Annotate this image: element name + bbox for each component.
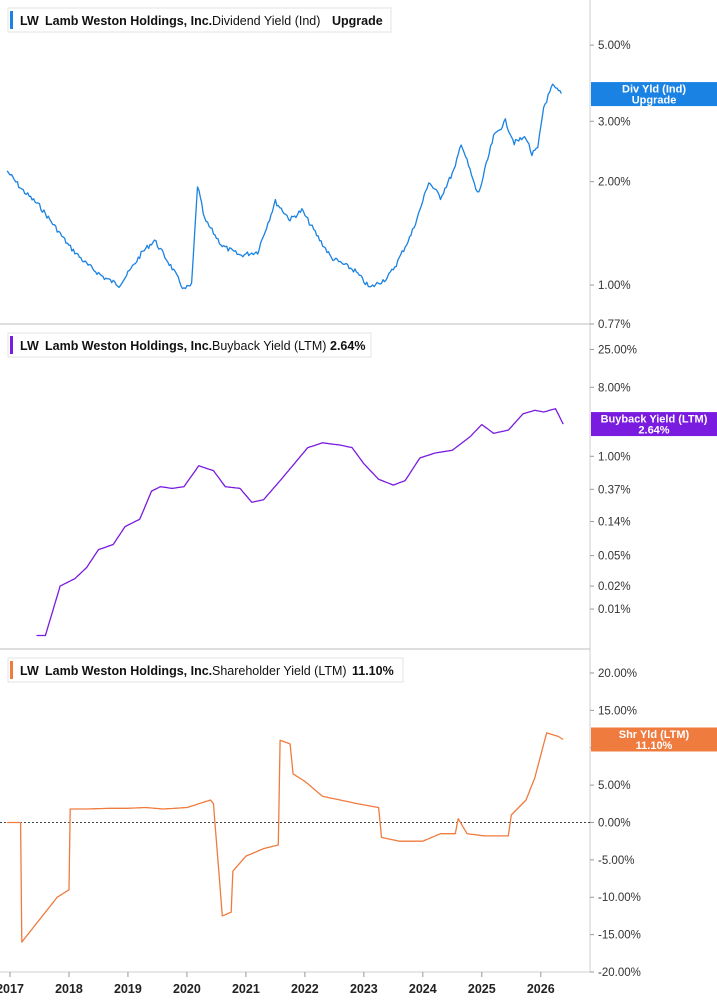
legend-company: Lamb Weston Holdings, Inc. bbox=[45, 664, 212, 678]
y-tick-label: 2.00% bbox=[598, 177, 631, 189]
y-tick-label: -20.00% bbox=[598, 967, 641, 979]
y-tick-label: 5.00% bbox=[598, 40, 631, 52]
legend: LW Lamb Weston Holdings, Inc. Buyback Yiel… bbox=[7, 332, 372, 358]
x-tick-label: 2024 bbox=[409, 982, 437, 996]
x-tick-label: 2025 bbox=[468, 982, 496, 996]
legend-metric: Buyback Yield (LTM) bbox=[212, 339, 326, 353]
panel-1: 5.00% 3.00% 2.00% 1.00% 0.77% LW Lamb Weston H… bbox=[6, 7, 717, 331]
y-tick-label: 0.00% bbox=[598, 817, 631, 829]
legend-current-value: 11.10% bbox=[352, 664, 394, 678]
x-tick-label: 2019 bbox=[114, 982, 142, 996]
badge-value: 11.10% bbox=[636, 740, 673, 752]
legend-ticker: LW bbox=[20, 339, 39, 353]
legend-color-marker bbox=[10, 11, 13, 29]
legend-box bbox=[7, 657, 404, 683]
y-tick-label: 5.00% bbox=[598, 780, 631, 792]
y-tick-label: 0.37% bbox=[598, 484, 631, 496]
legend-ticker: LW bbox=[20, 14, 39, 28]
y-tick-label: 1.00% bbox=[598, 451, 631, 463]
badge-label: Div Yld (Ind) bbox=[622, 84, 686, 96]
x-tick-label: 2018 bbox=[55, 982, 83, 996]
badge-background bbox=[591, 82, 717, 107]
series-line bbox=[6, 83, 562, 290]
y-tick-label: -15.00% bbox=[598, 930, 641, 942]
legend-metric: Dividend Yield (Ind) bbox=[212, 14, 320, 28]
current-value-badge: Buyback Yield (LTM)2.64% bbox=[591, 412, 717, 437]
y-tick-label: 0.14% bbox=[598, 517, 631, 529]
current-value-badge: Shr Yld (LTM)11.10% bbox=[591, 727, 717, 752]
y-tick-label: 20.00% bbox=[598, 668, 637, 680]
y-tick-label: 0.77% bbox=[598, 319, 631, 331]
badge-background bbox=[591, 412, 717, 437]
panel-2: 25.00% 8.00% 1.00% 0.37% 0.14% 0.05% 0.02% 0.01… bbox=[0, 323, 717, 637]
x-tick-label: 2020 bbox=[173, 982, 201, 996]
legend-metric: Shareholder Yield (LTM) bbox=[212, 664, 347, 678]
panel-3: 20.00%15.00%10.00%5.00%0.00%-5.00%-10.00… bbox=[0, 648, 717, 979]
legend-color-marker bbox=[10, 661, 13, 679]
legend-box bbox=[7, 7, 392, 33]
badge-label: Buyback Yield (LTM) bbox=[601, 414, 708, 426]
legend: LW Lamb Weston Holdings, Inc. Shareholder … bbox=[7, 657, 404, 683]
badge-label: Shr Yld (LTM) bbox=[619, 729, 690, 741]
legend-ticker: LW bbox=[20, 664, 39, 678]
legend-box bbox=[7, 332, 372, 358]
x-tick-label: 2017 bbox=[0, 982, 24, 996]
y-tick-label: -5.00% bbox=[598, 855, 634, 867]
x-tick-label: 2021 bbox=[232, 982, 260, 996]
y-tick-label: 0.05% bbox=[598, 551, 631, 563]
y-tick-label: 1.00% bbox=[598, 280, 631, 292]
x-tick-label: 2026 bbox=[527, 982, 555, 996]
y-tick-label: 3.00% bbox=[598, 116, 631, 128]
badge-value: 2.64% bbox=[638, 425, 669, 437]
legend-current-value: Upgrade bbox=[332, 14, 383, 28]
legend: LW Lamb Weston Holdings, Inc. Dividend Yie… bbox=[7, 7, 392, 33]
series-line bbox=[7, 732, 564, 943]
x-tick-label: 2022 bbox=[291, 982, 319, 996]
current-value-badge: Div Yld (Ind)Upgrade bbox=[591, 82, 717, 107]
y-tick-label: -10.00% bbox=[598, 892, 641, 904]
legend-company: Lamb Weston Holdings, Inc. bbox=[45, 14, 212, 28]
y-tick-label: 8.00% bbox=[598, 382, 631, 394]
x-axis: 2017 2018 2019 2020 2021 2022 2023 2024 2025 2026 bbox=[0, 971, 590, 996]
legend-current-value: 2.64% bbox=[330, 339, 365, 353]
legend-color-marker bbox=[10, 336, 13, 354]
series-line bbox=[36, 408, 564, 637]
y-tick-label: 0.01% bbox=[598, 604, 631, 616]
y-tick-label: 15.00% bbox=[598, 705, 637, 717]
badge-value: Upgrade bbox=[632, 95, 677, 107]
y-tick-label: 0.02% bbox=[598, 581, 631, 593]
badge-background bbox=[591, 727, 717, 752]
legend-company: Lamb Weston Holdings, Inc. bbox=[45, 339, 212, 353]
x-tick-label: 2023 bbox=[350, 982, 378, 996]
y-tick-label: 25.00% bbox=[598, 344, 637, 356]
